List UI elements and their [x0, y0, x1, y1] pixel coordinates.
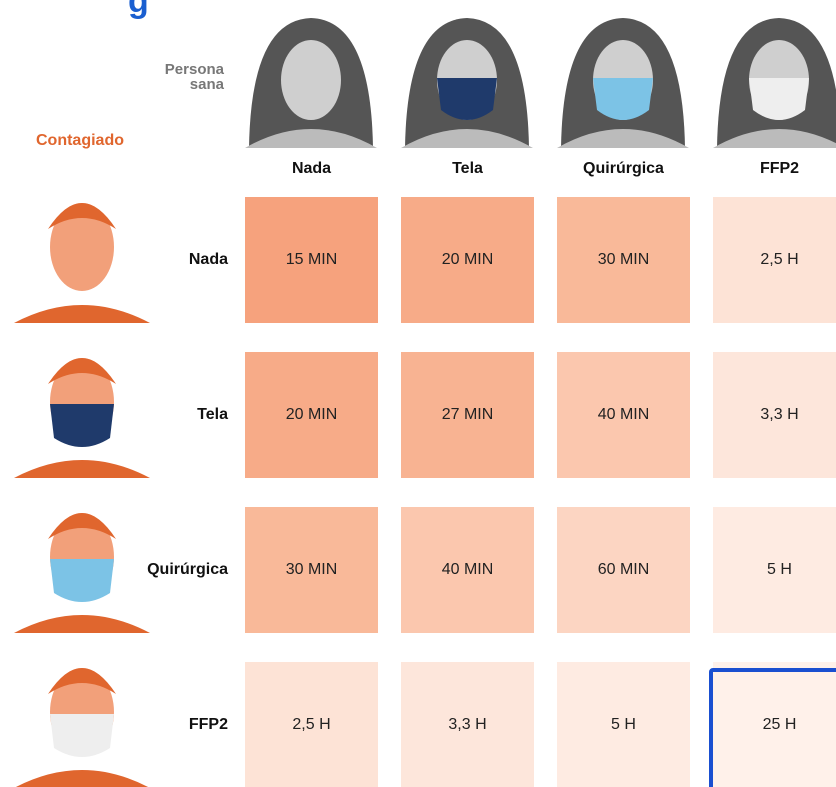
portrait-shoulders: [14, 615, 150, 633]
row-label: Tela: [88, 406, 228, 424]
cell: 20 MIN: [245, 352, 378, 478]
cell: 3,3 H: [401, 662, 534, 787]
cell: 5 H: [557, 662, 690, 787]
cell: 3,3 H: [713, 352, 836, 478]
infographic: g Persona sana Contagiado Nada Tela Quirúr…: [0, 0, 836, 787]
header-fragment: g: [128, 0, 149, 20]
column-label: Tela: [401, 160, 534, 178]
column-group-label: Persona sana: [140, 62, 224, 92]
cell: 5 H: [713, 507, 836, 633]
portrait-shoulders: [14, 460, 150, 478]
cell: 30 MIN: [245, 507, 378, 633]
portrait-shoulders: [14, 305, 150, 323]
cell: 60 MIN: [557, 507, 690, 633]
cell: 30 MIN: [557, 197, 690, 323]
column-label: Quirúrgica: [557, 160, 690, 178]
cell: 40 MIN: [401, 507, 534, 633]
selection-box[interactable]: [709, 668, 836, 787]
cell: 20 MIN: [401, 197, 534, 323]
column-label: FFP2: [713, 160, 836, 178]
row-label: Nada: [88, 251, 228, 269]
cell: 2,5 H: [713, 197, 836, 323]
portrait-shoulders: [14, 770, 150, 787]
portrait-face: [281, 40, 341, 120]
column-label: Nada: [245, 160, 378, 178]
cell: 15 MIN: [245, 197, 378, 323]
cell: 40 MIN: [557, 352, 690, 478]
row-group-label: Contagiado: [36, 132, 124, 150]
row-label: FFP2: [88, 716, 228, 734]
row-label: Quirúrgica: [88, 561, 228, 579]
cell: 27 MIN: [401, 352, 534, 478]
cell: 2,5 H: [245, 662, 378, 787]
